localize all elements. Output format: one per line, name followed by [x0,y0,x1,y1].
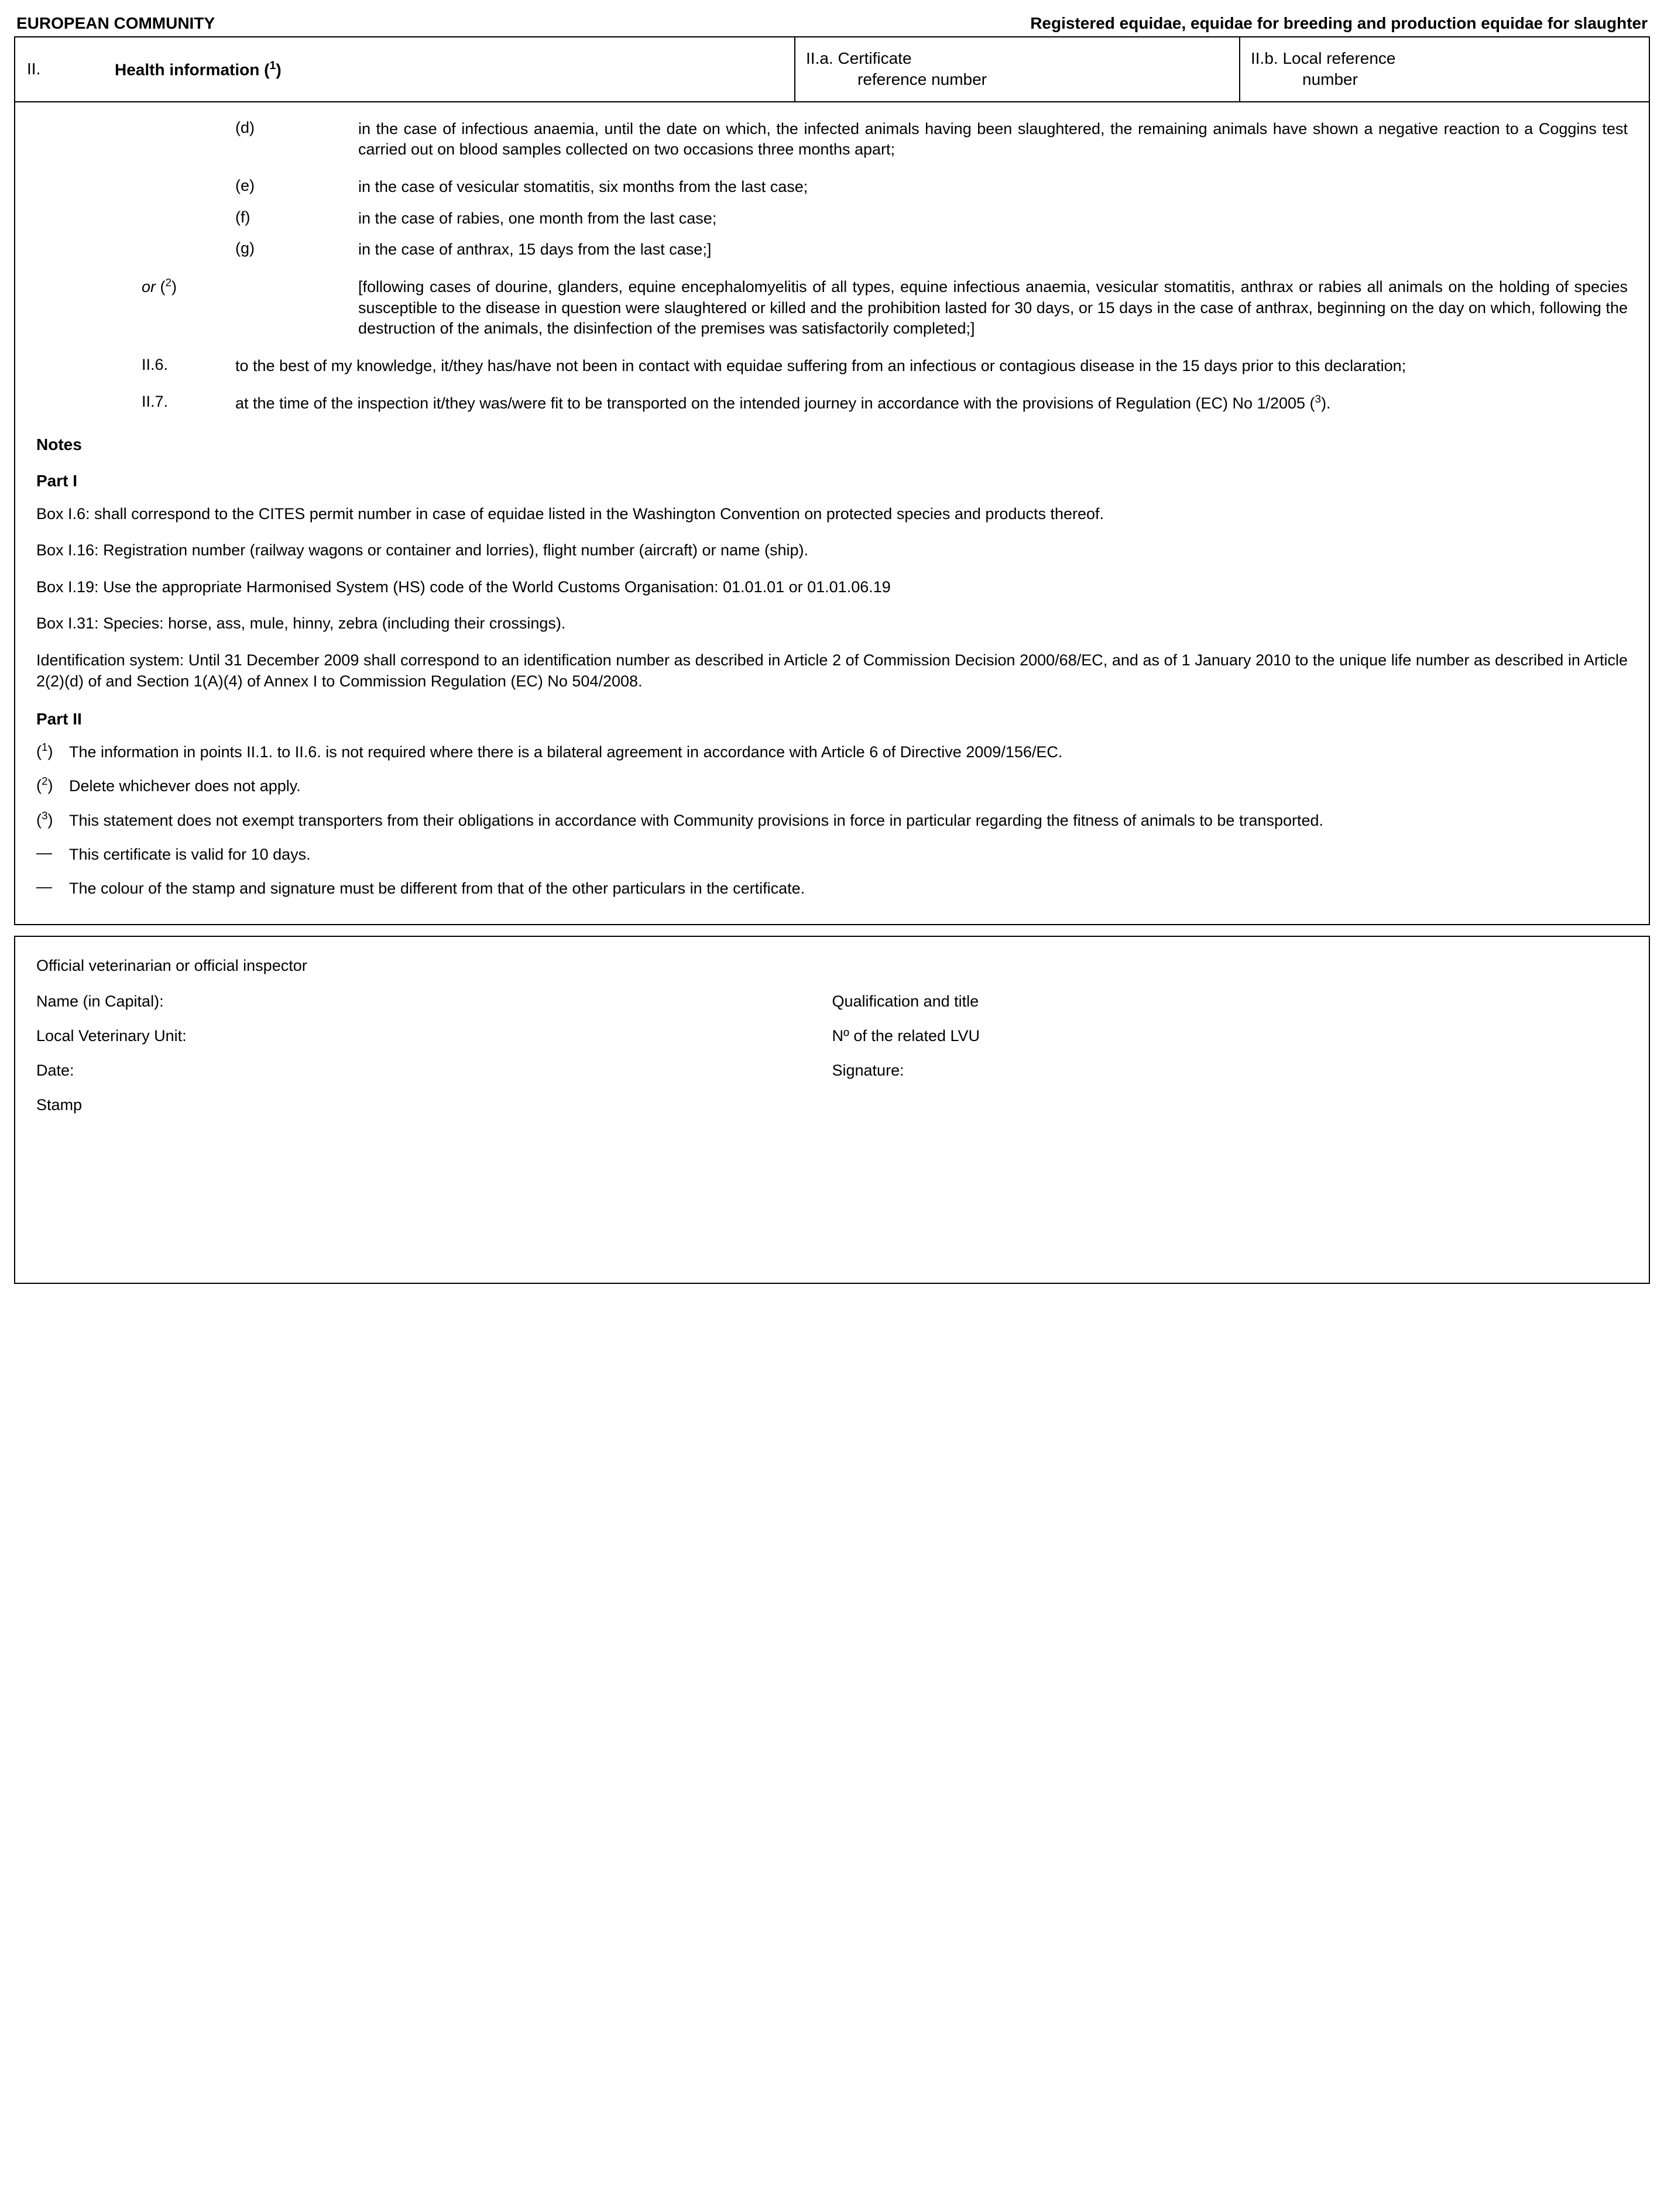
sig-row-1: Name (in Capital): Qualification and tit… [36,992,1628,1011]
item-e-text: in the case of vesicular stomatitis, six… [358,177,1628,198]
ii7-post: ). [1321,394,1331,412]
header-right-t1: Local reference [1282,49,1395,67]
ii7-sup: 3 [1315,393,1322,406]
part1-p5: Identification system: Until 31 December… [36,650,1628,692]
header-right: II.b. Local reference number [1239,37,1649,101]
part1-p2: Box I.16: Registration number (railway w… [36,540,1628,561]
main-frame: II. Health information (1) II.a. Certifi… [14,36,1650,925]
note-1-text: The information in points II.1. to II.6.… [69,741,1628,762]
header-title-text: Health information [115,61,259,79]
item-f-text: in the case of rabies, one month from th… [358,208,1628,229]
item-ii6-text: to the best of my knowledge, it/they has… [235,356,1628,377]
header-mid-t1: Certificate [838,49,911,67]
notes-heading: Notes [36,435,1628,454]
topbar-right: Registered equidae, equidae for breeding… [1030,14,1648,33]
item-ii6-label: II.6. [142,356,235,377]
item-d: (d) in the case of infectious anaemia, u… [36,119,1628,160]
header-mid-label: II.a. [806,49,833,67]
dash-2-text: The colour of the stamp and signature mu… [69,878,1628,899]
sig-date: Date: [36,1062,832,1080]
header-right-t2: number [1251,69,1638,90]
note-2-marker: (2) [36,775,69,796]
signature-box: Official veterinarian or official inspec… [14,936,1650,1284]
item-f-label: (f) [235,208,358,229]
note-2-text: Delete whichever does not apply. [69,775,1628,796]
note2-sup: 2 [42,775,48,788]
sig-name: Name (in Capital): [36,992,832,1011]
sig-lvu: Local Veterinary Unit: [36,1027,832,1045]
note-3-marker: (3) [36,810,69,831]
item-d-text: in the case of infectious anaemia, until… [358,119,1628,160]
header-left: II. Health information (1) [15,37,794,101]
dash-1-text: This certificate is valid for 10 days. [69,844,1628,865]
sig-bottom-space [36,1131,1628,1259]
part2-heading: Part II [36,710,1628,729]
top-bar: EUROPEAN COMMUNITY Registered equidae, e… [14,14,1650,36]
or-sup: 2 [166,277,172,289]
item-ii7-text: at the time of the inspection it/they wa… [235,393,1628,414]
item-or-text: [following cases of dourine, glanders, e… [358,277,1628,339]
header-row: II. Health information (1) II.a. Certifi… [15,37,1649,102]
dash-1-marker: — [36,844,69,865]
body-area: (d) in the case of infectious anaemia, u… [15,102,1649,924]
sig-row-3: Date: Signature: [36,1062,1628,1080]
note1-sup: 1 [42,741,48,754]
item-f: (f) in the case of rabies, one month fro… [36,208,1628,229]
item-ii7-label: II.7. [142,393,235,414]
sig-row-4: Stamp [36,1096,1628,1114]
ii7-pre: at the time of the inspection it/they wa… [235,394,1315,412]
note-1-marker: (1) [36,741,69,762]
note3-sup: 3 [42,810,48,822]
header-mid: II.a. Certificate reference number [794,37,1239,101]
item-ii7: II.7. at the time of the inspection it/t… [36,393,1628,414]
note-3: (3) This statement does not exempt trans… [36,810,1628,831]
item-or-label: or (2) [142,277,235,339]
sig-signature: Signature: [832,1062,1628,1080]
part1-p3: Box I.19: Use the appropriate Harmonised… [36,576,1628,597]
item-g-label: (g) [235,239,358,260]
header-mid-t2: reference number [806,69,1229,90]
note-3-text: This statement does not exempt transport… [69,810,1628,831]
or-word: or [142,278,156,296]
sig-title: Official veterinarian or official inspec… [36,957,1628,975]
part1-p1: Box I.6: shall correspond to the CITES p… [36,503,1628,524]
part1-p4: Box I.31: Species: horse, ass, mule, hin… [36,613,1628,634]
item-e-label: (e) [235,177,358,198]
dash-2: — The colour of the stamp and signature … [36,878,1628,899]
part1-heading: Part I [36,472,1628,490]
header-title: Health information (1) [115,59,282,79]
sig-stamp: Stamp [36,1096,832,1114]
item-d-label: (d) [235,119,358,160]
item-ii6: II.6. to the best of my knowledge, it/th… [36,356,1628,377]
item-e: (e) in the case of vesicular stomatitis,… [36,177,1628,198]
header-roman: II. [27,60,115,78]
item-g-text: in the case of anthrax, 15 days from the… [358,239,1628,260]
header-sup: 1 [269,59,276,72]
note-2: (2) Delete whichever does not apply. [36,775,1628,796]
sig-qual: Qualification and title [832,992,1628,1011]
item-g: (g) in the case of anthrax, 15 days from… [36,239,1628,260]
header-right-label: II.b. [1251,49,1278,67]
topbar-left: EUROPEAN COMMUNITY [16,14,215,33]
dash-2-marker: — [36,878,69,899]
page-root: EUROPEAN COMMUNITY Registered equidae, e… [14,14,1650,1284]
sig-row-2: Local Veterinary Unit: Nº of the related… [36,1027,1628,1045]
item-or: or (2) [following cases of dourine, glan… [36,277,1628,339]
sig-lvu-no: Nº of the related LVU [832,1027,1628,1045]
dash-1: — This certificate is valid for 10 days. [36,844,1628,865]
note-1: (1) The information in points II.1. to I… [36,741,1628,762]
